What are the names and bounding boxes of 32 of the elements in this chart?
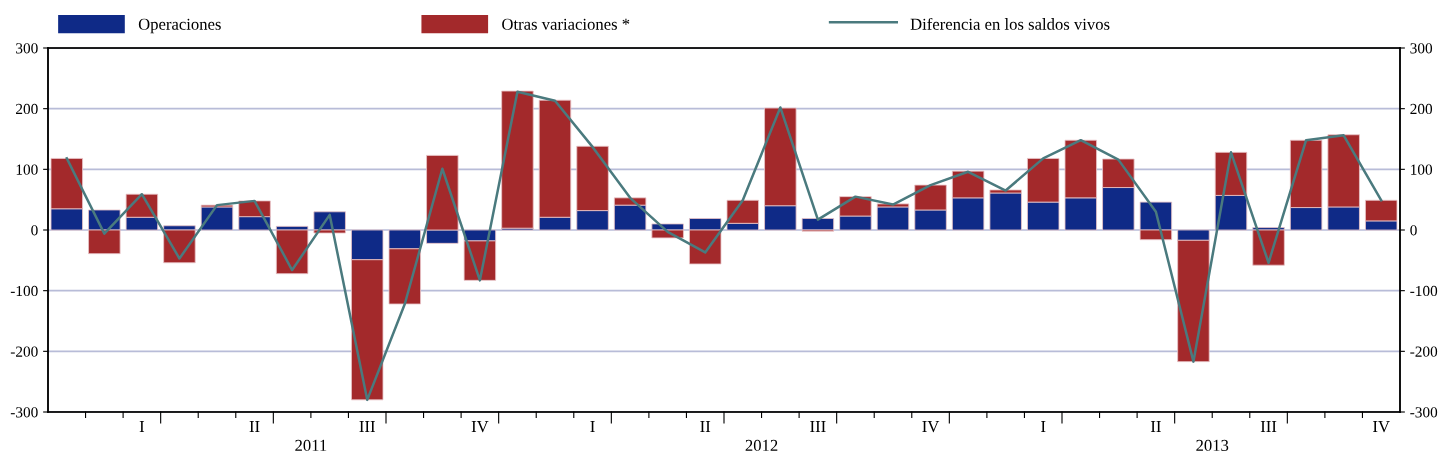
legend-label: Operaciones xyxy=(138,18,221,34)
legend-label: Diferencia en los saldos vivos xyxy=(910,17,1110,30)
y-tick-label: 100 xyxy=(16,164,38,175)
y-tick-label: -300 xyxy=(10,407,38,418)
y2-tick-label: 100 xyxy=(1411,164,1433,175)
x-tick-label: I xyxy=(139,420,145,432)
legend-label: Otras variaciones * xyxy=(502,18,630,30)
x-tick-label: III xyxy=(810,420,826,432)
y2-tick-label: 0 xyxy=(1410,225,1417,236)
x-tick-label: IV xyxy=(922,420,940,433)
x-tick-label: III xyxy=(359,420,375,432)
y-tick-label: 0 xyxy=(31,225,38,236)
y-tick-label: -100 xyxy=(10,285,38,297)
y2-tick-label: 300 xyxy=(1410,43,1433,54)
x-tick-label: II xyxy=(249,420,260,432)
y2-tick-label: -300 xyxy=(1410,407,1438,418)
x-tick-label: I xyxy=(1041,420,1046,432)
text: 2011 xyxy=(295,439,327,452)
text: 2013 xyxy=(1196,439,1229,452)
x-tick-label: III xyxy=(1260,420,1277,432)
y2-tick-label: 200 xyxy=(1410,103,1433,115)
x-tick-label: IV xyxy=(471,420,489,433)
y2-tick-label: -200 xyxy=(1410,346,1438,357)
y-tick-label: -200 xyxy=(10,346,38,357)
x-tick-label: II xyxy=(700,420,711,432)
y-tick-label: 200 xyxy=(16,103,38,115)
y2-tick-label: -100 xyxy=(1410,285,1438,297)
text: 2012 xyxy=(745,439,778,452)
x-tick-label: I xyxy=(590,420,595,432)
y-tick-label: 300 xyxy=(16,43,38,54)
x-tick-label: IV xyxy=(1373,420,1390,433)
x-tick-label: II xyxy=(1150,420,1161,432)
